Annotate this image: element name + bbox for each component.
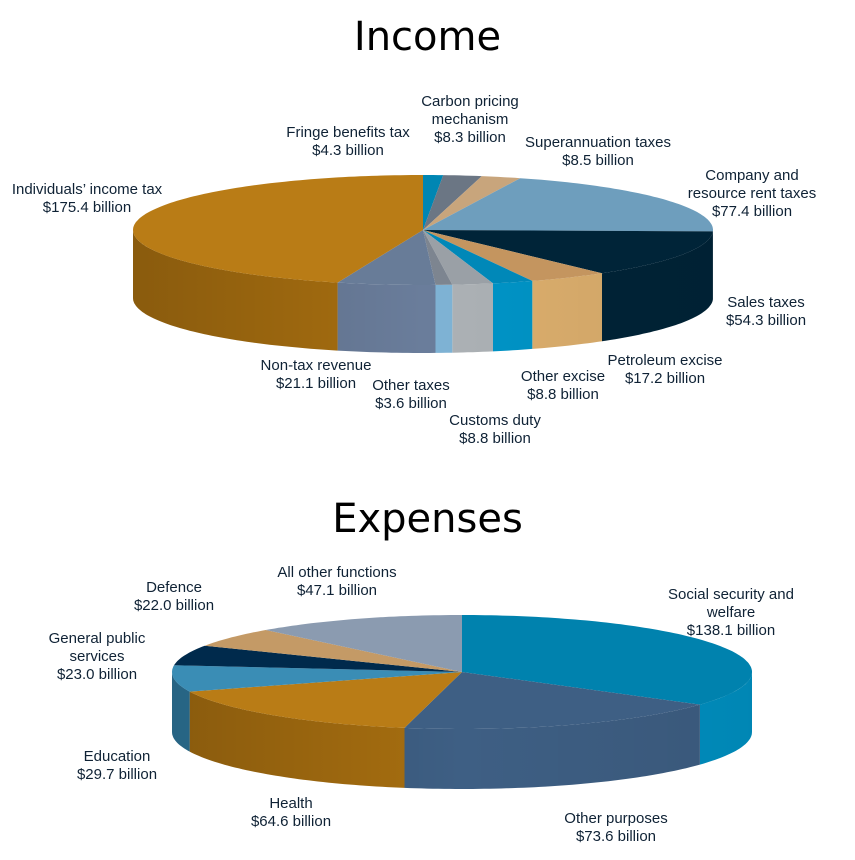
income-slice-6 <box>423 230 533 284</box>
expense-slice-3 <box>172 665 462 692</box>
expense-slice-4 <box>174 645 462 672</box>
income-slice-4 <box>423 230 713 274</box>
income-slice-7 <box>423 230 493 285</box>
income-slice-2 <box>423 176 521 230</box>
income-slice-9 <box>337 230 436 285</box>
income-label-company: Company and resource rent taxes $77.4 bil… <box>687 167 817 220</box>
expense-label-other-purposes: Other purposes $73.6 billion <box>564 810 668 845</box>
expense-slice-2 <box>189 672 462 728</box>
expense-label-defence: Defence $22.0 billion <box>133 579 215 614</box>
income-label-sales: Sales taxes $54.3 billion <box>725 294 807 329</box>
income-label-carbon: Carbon pricing mechanism $8.3 billion <box>421 93 519 146</box>
income-label-other-excise: Other excise $8.8 billion <box>520 368 606 403</box>
income-slice-0 <box>423 175 444 230</box>
income-title: Income <box>353 14 502 60</box>
expense-side-shading <box>172 672 752 789</box>
expense-label-social: Social security and welfare $138.1 billio… <box>668 586 794 639</box>
income-label-petroleum: Petroleum excise $17.2 billion <box>607 352 723 387</box>
income-slice-5 <box>423 230 602 281</box>
income-slice-3 <box>423 178 713 232</box>
expenses-title: Expenses <box>332 496 523 542</box>
income-label-other-taxes: Other taxes $3.6 billion <box>372 377 450 412</box>
income-label-super: Superannuation taxes $8.5 billion <box>525 134 671 169</box>
income-label-non-tax: Non-tax revenue $21.1 billion <box>260 357 372 392</box>
income-slice-1 <box>423 175 482 230</box>
expense-label-education: Education $29.7 billion <box>76 748 158 783</box>
expense-label-all-other: All other functions $47.1 billion <box>277 564 397 599</box>
income-label-individuals: Individuals’ income tax $175.4 billion <box>11 181 163 216</box>
income-label-customs: Customs duty $8.8 billion <box>449 412 541 447</box>
expense-slice-1 <box>404 672 700 729</box>
income-slice-10 <box>133 175 423 283</box>
income-slice-8 <box>423 230 453 285</box>
expense-slice-6 <box>265 615 462 672</box>
expense-slice-5 <box>204 630 463 672</box>
income-side-shading <box>133 230 713 353</box>
expense-label-general: General public services $23.0 billion <box>48 630 146 683</box>
expense-slice-0 <box>462 615 752 705</box>
expense-label-health: Health $64.6 billion <box>250 795 332 830</box>
income-label-fringe: Fringe benefits tax $4.3 billion <box>286 124 410 159</box>
